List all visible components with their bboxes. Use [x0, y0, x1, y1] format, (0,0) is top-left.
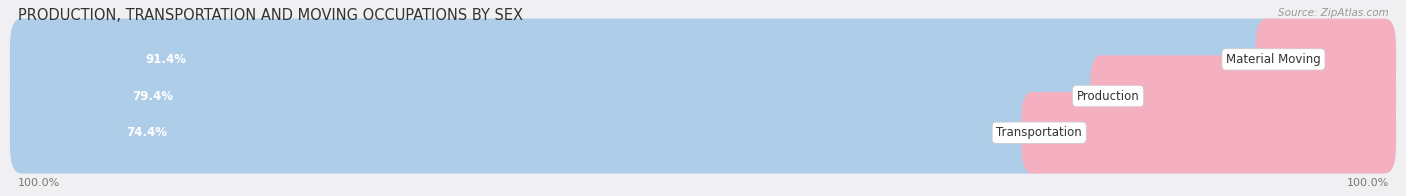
- FancyBboxPatch shape: [1256, 19, 1396, 100]
- FancyBboxPatch shape: [10, 19, 1396, 100]
- FancyBboxPatch shape: [10, 92, 1396, 173]
- Text: Transportation: Transportation: [997, 126, 1083, 139]
- Text: 74.4%: 74.4%: [127, 126, 167, 139]
- Text: Material Moving: Material Moving: [1226, 53, 1320, 66]
- Text: Source: ZipAtlas.com: Source: ZipAtlas.com: [1278, 8, 1389, 18]
- FancyBboxPatch shape: [10, 92, 1050, 173]
- FancyBboxPatch shape: [1021, 92, 1396, 173]
- FancyBboxPatch shape: [10, 55, 1396, 137]
- Text: 91.4%: 91.4%: [145, 53, 186, 66]
- FancyBboxPatch shape: [10, 55, 1119, 137]
- FancyBboxPatch shape: [1090, 55, 1396, 137]
- Text: Production: Production: [1077, 90, 1139, 103]
- FancyBboxPatch shape: [10, 19, 1285, 100]
- Text: 100.0%: 100.0%: [18, 178, 60, 188]
- Text: 79.4%: 79.4%: [132, 90, 173, 103]
- Text: PRODUCTION, TRANSPORTATION AND MOVING OCCUPATIONS BY SEX: PRODUCTION, TRANSPORTATION AND MOVING OC…: [18, 8, 523, 23]
- Text: 100.0%: 100.0%: [1347, 178, 1389, 188]
